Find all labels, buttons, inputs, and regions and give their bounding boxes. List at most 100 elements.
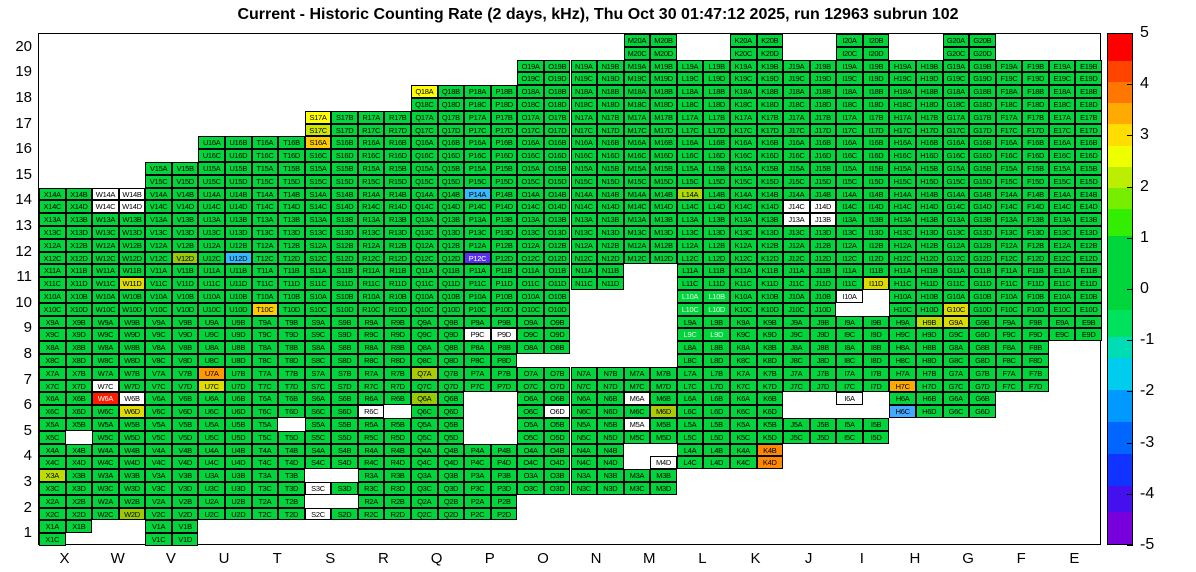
detector-cell-K7: K7A K7B K7C K7D (729, 366, 784, 393)
detector-cell-G17: G17A G17B G17C G17D (942, 110, 996, 137)
quad-R13B: R13B (384, 213, 412, 226)
quad-E13A: E13A (1048, 213, 1076, 226)
quad-T6C: T6C (251, 405, 279, 418)
colorbar-segment-5 (1108, 145, 1132, 167)
quad-M16B: M16B (650, 136, 677, 150)
quad-F14B: F14B (1022, 187, 1049, 201)
quad-S14A: S14A (304, 187, 332, 201)
quad-J17D: J17D (809, 123, 837, 137)
quad-M14D: M14D (650, 200, 677, 214)
quad-T11B: T11B (278, 264, 305, 278)
quad-O7D: O7D (543, 379, 571, 393)
detector-cell-W9: W9A W9B W9C W9D (92, 315, 146, 342)
quad-X4B: X4B (65, 443, 93, 457)
quad-I15A: I15A (836, 162, 863, 175)
quad-W2A: W2A (92, 494, 119, 508)
quad-R15D: R15D (384, 174, 412, 188)
quad-R4B: R4B (384, 443, 412, 457)
quad-H7A: H7A (889, 366, 916, 380)
quad-N6C: N6C (570, 405, 598, 418)
quad-H8A: H8A (889, 341, 916, 354)
detector-cell-V3: V3A V3B V3C V3D (145, 469, 199, 495)
quad-O11B: O11B (543, 264, 571, 278)
quad-Q11A: Q11A (411, 264, 438, 278)
quad-V6C: V6C (145, 405, 172, 418)
colorbar-segment-8 (1108, 209, 1132, 236)
quad-F19A: F19A (995, 59, 1023, 73)
quad-W10B: W10B (118, 290, 146, 303)
quad-M18A: M18A (623, 85, 651, 98)
detector-cell-R16: R16A R16B R16C R16D (357, 136, 412, 162)
quad-P4C: P4C (464, 456, 491, 470)
detector-cell-T12: T12A T12B T12C T12D (251, 238, 305, 265)
quad-Q14C: Q14C (411, 200, 438, 214)
quad-K13B: K13B (756, 213, 784, 226)
quad-T3B: T3B (278, 469, 305, 482)
quad-V2B: V2B (171, 494, 199, 508)
quad-O6B: O6B (543, 392, 571, 406)
quad-K8C: K8C (729, 353, 757, 367)
quad-Q14A: Q14A (411, 187, 438, 201)
quad-N6B: N6B (597, 392, 624, 406)
quad-S7B: S7B (331, 366, 358, 380)
detector-cell-X11: X11A X11B X11C X11D (39, 264, 93, 290)
x-axis-label-J: J (804, 550, 813, 567)
quad-N18C: N18C (570, 97, 598, 111)
quad-R12C: R12C (357, 251, 385, 265)
quad-L18C: L18C (676, 97, 704, 111)
quad-O5B: O5B (543, 418, 571, 431)
quad-L6B: L6B (703, 392, 730, 406)
quad-P7A: P7A (464, 366, 491, 380)
quad-E19A: E19A (1048, 59, 1076, 73)
quad-X8C: X8C (39, 353, 66, 367)
detector-cell-M15: M15A M15B M15C M15D (623, 162, 677, 188)
quad-E17B: E17B (1075, 110, 1102, 124)
quad-J19D: J19D (809, 72, 837, 86)
quad-L7A: L7A (676, 366, 704, 380)
quad-U6D: U6D (225, 405, 252, 418)
detector-cell-N5: N5A N5B N5C N5D (570, 418, 624, 444)
detector-cell-R10: R10A R10B R10C R10D (357, 290, 412, 316)
quad-L12B: L12B (703, 238, 730, 252)
quad-U15C: U15C (198, 174, 225, 188)
detector-cell-H15: H15A H15B H15C H15D (889, 162, 943, 188)
quad-U2B: U2B (225, 494, 252, 508)
quad-P12D: P12D (490, 251, 518, 265)
quad-T6D: T6D (278, 405, 305, 418)
quad-T5D: T5D (278, 430, 305, 444)
quad-W7C: W7C (92, 379, 119, 393)
quad-G18A: G18A (942, 85, 970, 98)
detector-cell-S3: S3C S3D (304, 469, 358, 495)
quad-V1D: V1D (171, 533, 199, 546)
quad-H6B: H6B (915, 392, 943, 406)
quad-N3D: N3D (597, 481, 624, 495)
quad-X5B: X5B (65, 418, 93, 431)
detector-cell-E9: E9A E9B E9C E9D (1048, 315, 1102, 342)
quad-Q6C: Q6C (411, 405, 438, 418)
detector-cell-V9: V9A V9B V9C V9D (145, 315, 199, 342)
quad-S5C: S5C (304, 430, 332, 444)
quad-R5B: R5B (384, 418, 412, 431)
quad-R10D: R10D (384, 302, 412, 316)
colorbar-tick-label--2: -2 (1140, 382, 1155, 400)
quad-P11C: P11C (464, 277, 491, 290)
quad-G9A: G9A (942, 315, 970, 329)
quad-V14B: V14B (171, 187, 199, 201)
detector-cell-L10: L10A L10B L10C L10D (676, 290, 730, 316)
colorbar-segment-9 (1108, 235, 1132, 311)
quad-S6A: S6A (304, 392, 332, 406)
detector-cell-P17: P17A P17B P17C P17D (464, 110, 518, 137)
x-axis-label-T: T (272, 550, 282, 567)
quad-T12A: T12A (251, 238, 279, 252)
quad-O16A: O16A (517, 136, 544, 150)
chart-title: Current - Historic Counting Rate (2 days… (237, 6, 959, 23)
quad-S8C: S8C (304, 353, 332, 367)
quad-I18A: I18A (836, 85, 863, 98)
quad-U14C: U14C (198, 200, 225, 214)
x-axis-label-Q: Q (430, 550, 443, 567)
colorbar-segment-14 (1108, 421, 1132, 454)
quad-M20B: M20B (650, 34, 677, 47)
quad-X9D: X9D (65, 328, 93, 342)
quad-X13C: X13C (39, 225, 66, 239)
quad-M7D: M7D (650, 379, 677, 393)
